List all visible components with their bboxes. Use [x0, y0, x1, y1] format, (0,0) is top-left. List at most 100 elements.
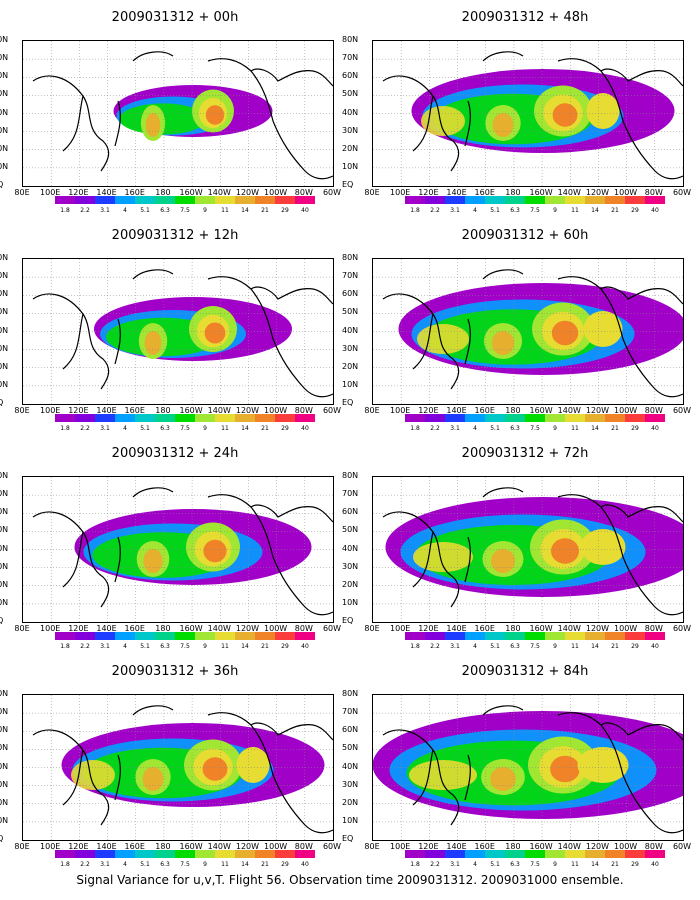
- colorbar-label: 40: [651, 425, 659, 432]
- lat-tick-label: EQ: [0, 180, 4, 189]
- lon-tick-label: 120E: [68, 624, 89, 633]
- colorbar-segment: [445, 414, 465, 422]
- lon-tick-label: 80E: [14, 406, 30, 415]
- colorbar-segment: [175, 632, 195, 640]
- colorbar: [405, 632, 665, 640]
- colorbar-label: 40: [651, 643, 659, 650]
- colorbar-label: 3.1: [100, 861, 110, 868]
- lon-axis: 80E 100E 120E 140E 160E 180 160W 140W 120W 100W 80…: [14, 842, 344, 852]
- lon-tick-label: 120W: [585, 188, 610, 197]
- colorbar-segment: [295, 196, 315, 204]
- lon-tick-label: 120W: [235, 624, 260, 633]
- colorbar-label: 14: [591, 207, 599, 214]
- lon-tick-label: 140W: [557, 406, 581, 415]
- lat-tick-label: 80N: [342, 471, 359, 480]
- colorbar-segment: [465, 632, 485, 640]
- map-panel: 2009031312 + 72h 80N 70N 60N 50N 40N 30N 20N 10…: [342, 436, 700, 651]
- colorbar-segment: [645, 196, 665, 204]
- colorbar-label: 1.8: [60, 643, 70, 650]
- colorbar-segment: [155, 850, 175, 858]
- colorbar-label: 2.2: [80, 861, 90, 868]
- colorbar-label: 7.5: [180, 643, 190, 650]
- colorbar: [55, 414, 315, 422]
- lon-axis: 80E 100E 120E 140E 160E 180 160W 140W 120W 100W 80…: [364, 624, 694, 634]
- colorbar-segment: [255, 850, 275, 858]
- lon-tick-label: 120E: [418, 842, 439, 851]
- colorbar-label: 21: [261, 643, 269, 650]
- colorbar-label: 7.5: [180, 425, 190, 432]
- lon-tick-label: 80W: [294, 842, 313, 851]
- lat-tick-label: 30N: [342, 125, 359, 135]
- lat-tick-label: 20N: [342, 143, 359, 153]
- colorbar-segment: [585, 850, 605, 858]
- lon-axis: 80E 100E 120E 140E 160E 180 160W 140W 120W 100W 80…: [14, 188, 344, 198]
- lat-tick-label: 70N: [342, 707, 359, 717]
- lon-tick-label: 60W: [322, 406, 342, 415]
- colorbar-label: 21: [611, 425, 619, 432]
- colorbar-label: 9: [203, 425, 207, 432]
- lat-tick-label: 70N: [342, 53, 359, 63]
- lon-tick-label: 160E: [124, 624, 145, 633]
- colorbar-labels: 1.8 2.2 3.1 4 5.1 6.3 7.5 9 11 14 21 29 40: [55, 643, 315, 651]
- colorbar-label: 14: [591, 425, 599, 432]
- lon-tick-label: 140E: [446, 188, 467, 197]
- lon-tick-label: 160W: [529, 406, 553, 415]
- lon-tick-label: 100W: [614, 842, 638, 851]
- colorbar-segment: [175, 850, 195, 858]
- colorbar-segment: [565, 414, 585, 422]
- lat-tick-label: 40N: [0, 107, 9, 117]
- colorbar-label: 9: [203, 861, 207, 868]
- lon-tick-label: 160W: [179, 842, 203, 851]
- lon-tick-label: 140E: [96, 842, 117, 851]
- colorbar-label: 4: [473, 643, 477, 650]
- lat-tick-label: 70N: [0, 271, 9, 281]
- lon-tick-label: 100E: [40, 406, 61, 415]
- lon-tick-label: 100W: [264, 406, 288, 415]
- lat-tick-label: 30N: [0, 343, 9, 353]
- lon-tick-label: 160E: [474, 842, 495, 851]
- colorbar-segment: [545, 196, 565, 204]
- colorbar-segment: [505, 632, 525, 640]
- lat-tick-label: 50N: [0, 89, 9, 99]
- colorbar-label: 9: [203, 643, 207, 650]
- colorbar-label: 9: [553, 643, 557, 650]
- lon-tick-label: 120W: [585, 842, 610, 851]
- colorbar-segment: [95, 414, 115, 422]
- lon-tick-label: 60W: [672, 406, 692, 415]
- colorbar-segment: [175, 414, 195, 422]
- lon-tick-label: 140E: [446, 406, 467, 415]
- lon-tick-label: 180: [505, 406, 521, 415]
- colorbar-label: 1.8: [60, 861, 70, 868]
- colorbar-segment: [195, 196, 215, 204]
- colorbar-label: 6.3: [160, 207, 170, 214]
- colorbar-label: 7.5: [180, 207, 190, 214]
- colorbar-segment: [645, 850, 665, 858]
- colorbar-segment: [155, 632, 175, 640]
- colorbar-segment: [485, 196, 505, 204]
- panel-title: 2009031312 + 48h: [461, 10, 589, 25]
- colorbar-segment: [445, 850, 465, 858]
- lon-tick-label: 140W: [207, 624, 231, 633]
- colorbar-label: 1.8: [410, 861, 420, 868]
- colorbar-label: 7.5: [180, 861, 190, 868]
- colorbar-segment: [505, 414, 525, 422]
- lat-tick-label: 20N: [0, 797, 9, 807]
- lon-tick-label: 160W: [179, 624, 203, 633]
- colorbar-segment: [525, 414, 545, 422]
- variance-map: [372, 694, 684, 841]
- lon-tick-label: 120E: [418, 188, 439, 197]
- map-field: [23, 259, 333, 404]
- lon-tick-label: 100W: [614, 406, 638, 415]
- colorbar-label: 6.3: [510, 643, 520, 650]
- lon-tick-label: 80W: [644, 842, 663, 851]
- lon-tick-label: 100E: [40, 188, 61, 197]
- colorbar-segment: [255, 632, 275, 640]
- map-field: [23, 477, 333, 622]
- colorbar-label: 40: [301, 643, 309, 650]
- colorbar-segment: [485, 414, 505, 422]
- lat-tick-label: 20N: [342, 361, 359, 371]
- lon-tick-label: 140E: [446, 624, 467, 633]
- colorbar-label: 21: [261, 207, 269, 214]
- colorbar-label: 1.8: [410, 207, 420, 214]
- colorbar-segment: [135, 196, 155, 204]
